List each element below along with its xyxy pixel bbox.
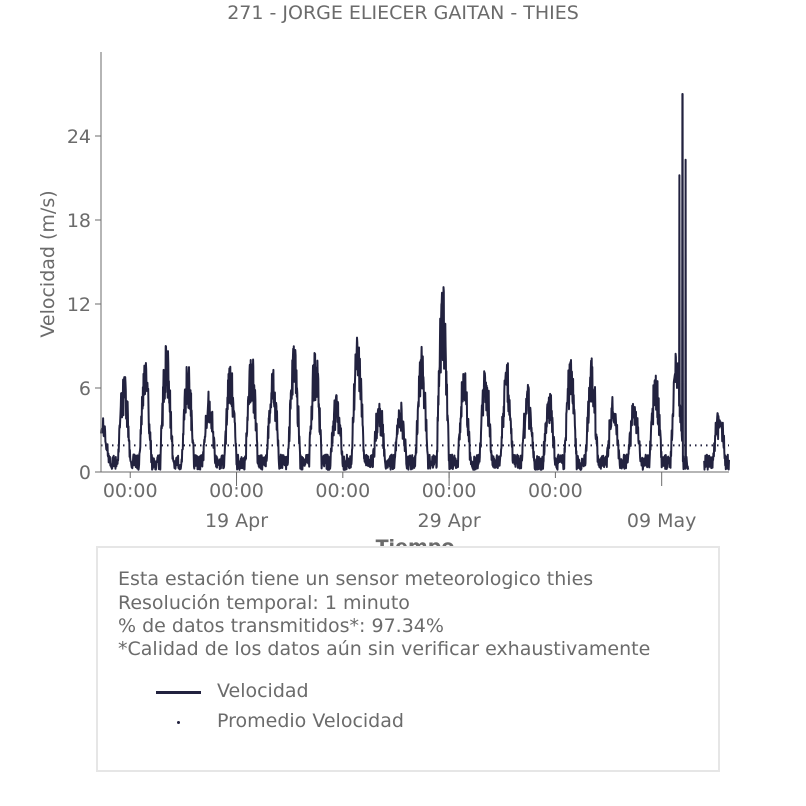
legend-dot-symbol xyxy=(177,721,180,724)
info-line-sensor: Esta estación tiene un sensor meteorolog… xyxy=(118,568,594,590)
x-tick-label-time: 00:00 xyxy=(528,480,583,502)
x-tick-label-date: 29 Apr xyxy=(418,510,481,532)
series-velocidad-line xyxy=(100,93,730,471)
y-tick-label: 6 xyxy=(79,378,91,400)
chart-title: 271 - JORGE ELIECER GAITAN - THIES xyxy=(227,2,579,24)
info-line-quality: *Calidad de los datos aún sin verificar … xyxy=(118,638,651,660)
legend-label-promedio: Promedio Velocidad xyxy=(217,710,404,732)
y-tick-label: 24 xyxy=(67,126,91,148)
y-axis-label: Velocidad (m/s) xyxy=(37,190,59,337)
info-box: Esta estación tiene un sensor meteorolog… xyxy=(96,546,720,772)
x-tick-label-time: 00:00 xyxy=(422,480,477,502)
axis-ticks: 0 6 12 18 24 00:00 00:00 00:00 00:00 00:00 19 Apr 2… xyxy=(67,126,697,532)
x-tick-label-time: 00:00 xyxy=(209,480,264,502)
x-tick-label-time: 00:00 xyxy=(103,480,158,502)
legend-label-velocidad: Velocidad xyxy=(217,680,309,702)
info-line-resolution: Resolución temporal: 1 minuto xyxy=(118,592,410,614)
info-line-percent: % de datos transmitidos*: 97.34% xyxy=(118,615,444,637)
wind-speed-chart: 0 6 12 18 24 00:00 00:00 00:00 00:00 00:00 19 Apr 2… xyxy=(37,52,730,558)
x-tick-label-date: 09 May xyxy=(627,510,697,532)
legend-line-symbol xyxy=(156,691,201,694)
y-tick-label: 0 xyxy=(79,462,91,484)
x-tick-label-date: 19 Apr xyxy=(205,510,268,532)
plot-area xyxy=(100,93,730,471)
y-tick-label: 18 xyxy=(67,210,91,232)
y-tick-label: 12 xyxy=(67,294,91,316)
x-tick-label-time: 00:00 xyxy=(315,480,370,502)
